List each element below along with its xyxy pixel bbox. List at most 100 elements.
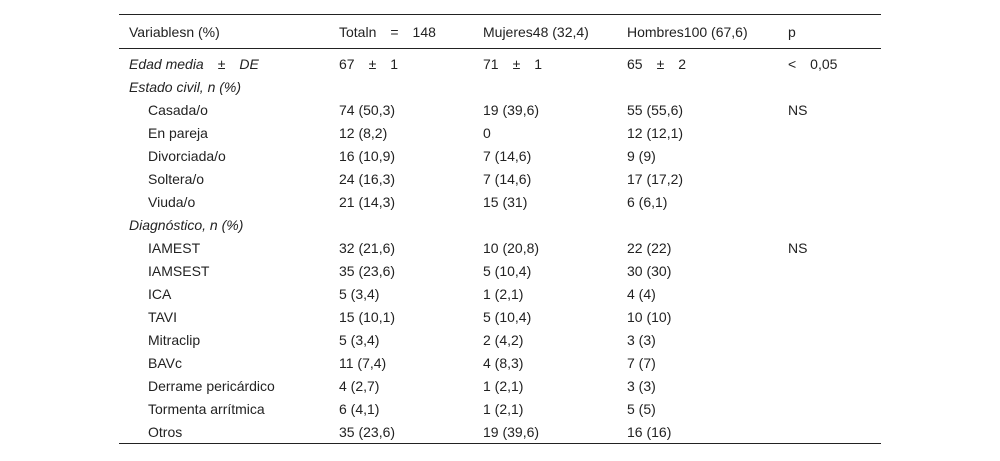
- cell-p: < 0,05: [788, 55, 838, 72]
- cell-women: 15 (31): [483, 193, 528, 210]
- cell-women: [473, 75, 617, 98]
- cell-men: 3 (3): [627, 331, 656, 348]
- table-row: Soltera/o 24 (16,3) 7 (14,6) 17 (17,2): [119, 167, 881, 190]
- cell-women: 7 (14,6): [483, 147, 532, 164]
- cell-total: 15 (10,1): [339, 308, 396, 325]
- cell-total: 67 ± 1: [339, 55, 399, 72]
- cell-women: 19 (39,6): [483, 101, 540, 118]
- table-header: Variablesn (%) Totaln = 148 Mujeres48 (3…: [119, 14, 881, 49]
- row-label: TAVI: [148, 308, 178, 325]
- cell-total: 21 (14,3): [339, 193, 396, 210]
- cell-men: 22 (22): [627, 239, 672, 256]
- cell-total: [329, 213, 473, 236]
- cell-p: [778, 144, 881, 167]
- cell-women: 4 (8,3): [483, 354, 524, 371]
- table-row: Derrame pericárdico 4 (2,7) 1 (2,1) 3 (3…: [119, 374, 881, 397]
- cell-p: [778, 305, 881, 328]
- cell-total: 74 (50,3): [339, 101, 396, 118]
- cell-p: NS: [788, 101, 808, 118]
- row-label: Soltera/o: [148, 170, 205, 187]
- table-body: Edad media ± DE 67 ± 1 71 ± 1 65 ± 2 < 0…: [119, 49, 881, 444]
- row-label: IAMSEST: [148, 262, 210, 279]
- cell-p: [778, 328, 881, 351]
- row-label: Tormenta arrítmica: [148, 400, 265, 417]
- cell-men: 7 (7): [627, 354, 656, 371]
- cell-men: 4 (4): [627, 285, 656, 302]
- cell-p: [778, 75, 881, 98]
- cell-total: 24 (16,3): [339, 170, 396, 187]
- cell-p: [778, 374, 881, 397]
- table-row: Casada/o 74 (50,3) 19 (39,6) 55 (55,6) N…: [119, 98, 881, 121]
- cell-women: 71 ± 1: [483, 55, 543, 72]
- cell-men: [617, 213, 778, 236]
- cell-total: 16 (10,9): [339, 147, 396, 164]
- header-men: Hombres100 (67,6): [627, 23, 748, 40]
- cell-men: 12 (12,1): [627, 124, 684, 141]
- cell-men: 10 (10): [627, 308, 672, 325]
- cell-total: 12 (8,2): [339, 124, 388, 141]
- cell-total: 4 (2,7): [339, 377, 380, 394]
- cell-total: 5 (3,4): [339, 285, 380, 302]
- row-label: Viuda/o: [148, 193, 196, 210]
- table-row: En pareja 12 (8,2) 0 12 (12,1): [119, 121, 881, 144]
- cell-p: [778, 190, 881, 213]
- cell-total: [329, 75, 473, 98]
- row-label: Casada/o: [148, 101, 208, 118]
- header-p: p: [788, 23, 796, 40]
- header-row: Variablesn (%) Totaln = 148 Mujeres48 (3…: [119, 14, 881, 49]
- cell-p: [778, 121, 881, 144]
- cell-p: [778, 420, 881, 444]
- cell-women: 19 (39,6): [483, 423, 540, 440]
- cell-p: [778, 282, 881, 305]
- table-row: Tormenta arrítmica 6 (4,1) 1 (2,1) 5 (5): [119, 397, 881, 420]
- cell-men: [617, 75, 778, 98]
- cell-women: 0: [483, 124, 491, 141]
- header-variables: Variablesn (%): [129, 23, 220, 40]
- cell-total: 35 (23,6): [339, 423, 396, 440]
- cell-men: 6 (6,1): [627, 193, 668, 210]
- cell-total: 11 (7,4): [339, 354, 387, 371]
- cell-men: 9 (9): [627, 147, 656, 164]
- row-label: ICA: [148, 285, 172, 302]
- table-row: Edad media ± DE 67 ± 1 71 ± 1 65 ± 2 < 0…: [119, 49, 881, 76]
- cell-total: 6 (4,1): [339, 400, 380, 417]
- table-row: Diagnóstico, n (%): [119, 213, 881, 236]
- cell-total: 32 (21,6): [339, 239, 396, 256]
- cell-p: NS: [788, 239, 808, 256]
- table-row: Mitraclip 5 (3,4) 2 (4,2) 3 (3): [119, 328, 881, 351]
- data-table: Variablesn (%) Totaln = 148 Mujeres48 (3…: [119, 14, 881, 444]
- cell-men: 65 ± 2: [627, 55, 687, 72]
- header-total: Totaln = 148: [339, 23, 436, 40]
- cell-women: 10 (20,8): [483, 239, 540, 256]
- cell-men: 55 (55,6): [627, 101, 684, 118]
- cell-p: [778, 213, 881, 236]
- row-label: Diagnóstico, n (%): [129, 216, 244, 233]
- row-label: Mitraclip: [148, 331, 201, 348]
- cell-women: 1 (2,1): [483, 285, 524, 302]
- cell-women: 1 (2,1): [483, 400, 524, 417]
- row-label: Divorciada/o: [148, 147, 226, 164]
- cell-men: 3 (3): [627, 377, 656, 394]
- table-row: IAMEST 32 (21,6) 10 (20,8) 22 (22) NS: [119, 236, 881, 259]
- header-women: Mujeres48 (32,4): [483, 23, 589, 40]
- cell-women: 2 (4,2): [483, 331, 524, 348]
- cell-women: 5 (10,4): [483, 308, 532, 325]
- cell-p: [778, 167, 881, 190]
- table-row: ICA 5 (3,4) 1 (2,1) 4 (4): [119, 282, 881, 305]
- row-label: Edad media ± DE: [129, 55, 259, 72]
- cell-total: 35 (23,6): [339, 262, 396, 279]
- row-label: Estado civil, n (%): [129, 78, 242, 95]
- table-row: Estado civil, n (%): [119, 75, 881, 98]
- cell-women: 1 (2,1): [483, 377, 524, 394]
- row-label: En pareja: [148, 124, 208, 141]
- cell-p: [778, 351, 881, 374]
- cell-total: 5 (3,4): [339, 331, 380, 348]
- table-row: Otros 35 (23,6) 19 (39,6) 16 (16): [119, 420, 881, 444]
- cell-men: 17 (17,2): [627, 170, 684, 187]
- table-row: IAMSEST 35 (23,6) 5 (10,4) 30 (30): [119, 259, 881, 282]
- cell-p: [778, 397, 881, 420]
- cell-women: 7 (14,6): [483, 170, 532, 187]
- cell-men: 5 (5): [627, 400, 656, 417]
- cell-men: 30 (30): [627, 262, 672, 279]
- row-label: Derrame pericárdico: [148, 377, 275, 394]
